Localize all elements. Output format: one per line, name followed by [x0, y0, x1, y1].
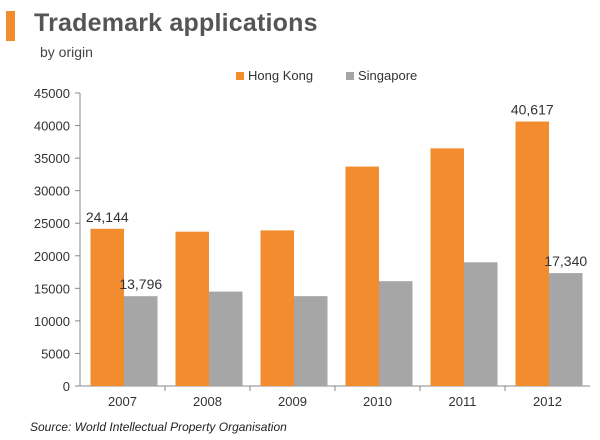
bar-1-5 — [549, 273, 583, 386]
y-tick-label-8: 40000 — [34, 119, 70, 134]
chart-title: Trademark applications — [34, 9, 318, 37]
bar-0-2 — [260, 230, 294, 386]
y-tick-label-0: 0 — [63, 379, 70, 394]
data-label-0: 24,144 — [86, 209, 129, 225]
y-tick-label-3: 15000 — [34, 281, 70, 296]
x-tick-label-0: 2007 — [108, 394, 137, 409]
y-tick-label-1: 5000 — [41, 346, 70, 361]
legend-label-1: Singapore — [358, 68, 417, 83]
bar-0-5 — [515, 121, 549, 386]
y-tick-label-9: 45000 — [34, 86, 70, 101]
bar-1-2 — [294, 296, 328, 386]
bar-1-3 — [379, 281, 413, 386]
source-note: Source: World Intellectual Property Orga… — [30, 420, 287, 434]
bar-1-0 — [124, 296, 158, 386]
chart-subtitle: by origin — [40, 44, 93, 60]
title-accent-bar — [6, 11, 15, 41]
x-tick-label-3: 2010 — [363, 394, 392, 409]
x-tick-label-4: 2011 — [449, 394, 477, 409]
x-tick-label-2: 2009 — [278, 394, 307, 409]
legend-label-0: Hong Kong — [248, 68, 313, 83]
bar-1-4 — [464, 262, 498, 386]
y-tick-label-4: 20000 — [34, 249, 70, 264]
bar-0-0 — [90, 228, 124, 386]
data-label-1: 13,796 — [119, 276, 162, 292]
y-tick-label-2: 10000 — [34, 314, 70, 329]
bar-1-1 — [209, 291, 243, 386]
y-tick-label-7: 35000 — [34, 151, 70, 166]
y-tick-label-6: 30000 — [34, 184, 70, 199]
x-tick-label-1: 2008 — [193, 394, 222, 409]
bar-0-3 — [345, 166, 379, 386]
data-label-3: 17,340 — [544, 253, 587, 269]
legend-swatch-1 — [346, 72, 354, 80]
x-tick-label-5: 2012 — [533, 394, 562, 409]
legend-swatch-0 — [236, 72, 244, 80]
bar-0-1 — [175, 231, 209, 386]
bar-0-4 — [430, 148, 464, 386]
y-tick-label-5: 25000 — [34, 216, 70, 231]
data-label-2: 40,617 — [511, 102, 554, 118]
